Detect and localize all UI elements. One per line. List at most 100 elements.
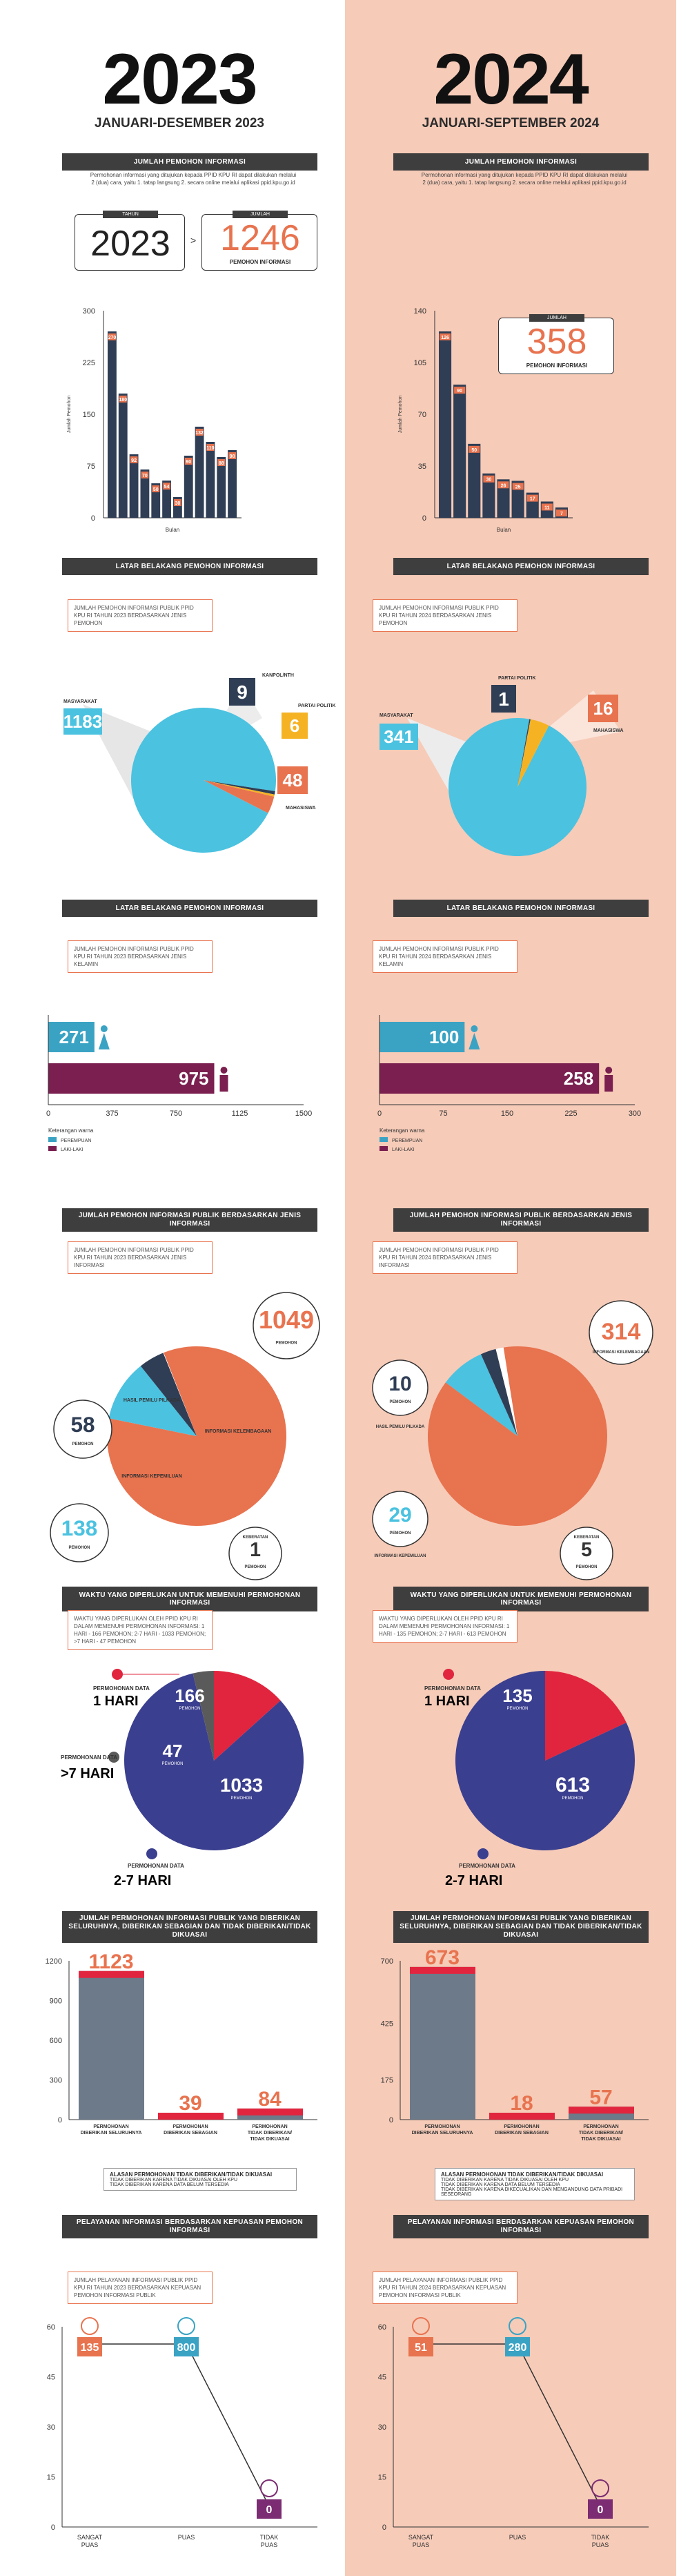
laki-value: 975 — [179, 1068, 208, 1089]
masyarakat-box — [63, 708, 102, 735]
bar-value-tag — [163, 483, 170, 490]
gender-bar-chart: 100 258 0 75 150 225 300 Keterangan warna PEREMP… — [377, 1015, 641, 1152]
callout-jenis-informasi: JUMLAH PEMOHON INFORMASI PUBLIK PPID KPU… — [373, 1241, 518, 1274]
kelembagaan-value: 314 — [602, 1319, 641, 1345]
x-tick-label: 750 — [170, 1110, 182, 1118]
bar-perempuan — [379, 1022, 465, 1052]
callout-kepuasan: JUMLAH PELAYANAN INFORMASI PUBLIK PPID K… — [68, 2272, 213, 2304]
label-keberatan: KEBERATAN — [574, 1536, 600, 1540]
dot-27hari — [477, 1848, 489, 1859]
kepuasan-box-1 — [174, 2337, 199, 2356]
v166-sub: PEMOHON — [179, 1707, 200, 1711]
legend-title: Keterangan warna — [48, 1127, 94, 1134]
y-tick-label: 225 — [83, 359, 95, 367]
status-cat-0: DIBERIKAN SELURUHNYA — [81, 2131, 142, 2136]
jumlah-sub: PEMOHON INFORMASI — [526, 362, 588, 369]
legend-laki: LAKI-LAKI — [392, 1147, 415, 1152]
bar-value-label: 50 — [153, 487, 159, 492]
label-1hari-sub: PERMOHONAN DATA — [93, 1685, 150, 1692]
mahasiswa-box — [588, 695, 618, 722]
bar-value-label: 90 — [186, 460, 191, 465]
mahasiswa-value: 16 — [593, 698, 613, 719]
female-icon-body — [98, 1033, 110, 1049]
y-tick-label: 105 — [414, 359, 426, 367]
bar-value-label: 26 — [501, 483, 506, 488]
status-cat-0: DIBERIKAN SELURUHNYA — [412, 2131, 473, 2136]
reason-note: ALASAN PERMOHONAN TIDAK DIBERIKAN/TIDAK … — [435, 2168, 635, 2200]
bar-value-label: 90 — [457, 389, 462, 394]
y-tick-label: 0 — [382, 2524, 386, 2532]
bar-value-tag — [217, 459, 226, 466]
section-title-latar-belakang: LATAR BELAKANG PEMOHON INFORMASI — [393, 558, 649, 575]
y-tick-label: 1200 — [46, 1957, 62, 1966]
bar-Agu — [184, 456, 193, 518]
bar-value-tag — [512, 483, 524, 490]
mahasiswa-label: MAHASISWA — [593, 728, 624, 733]
legend-perempuan: PEREMPUAN — [392, 1139, 422, 1143]
bar-Mar — [129, 454, 139, 518]
status-bar-chart: 0 175 425 700 673 PERMOHONAN DIBERIKAN SELURUH… — [381, 1946, 649, 2142]
y-tick-label: 0 — [422, 514, 426, 523]
callout-waktu: WAKTU YANG DIPERLUKAN OLEH PPID KPU RI D… — [373, 1610, 518, 1643]
bar-value-tag — [228, 452, 236, 459]
y-tick-label: 300 — [83, 307, 95, 316]
bar-value-label: 50 — [471, 448, 477, 453]
pie-slice-HASIL PEMILU PILKADA — [480, 1348, 518, 1436]
v1033-sub: PEMOHON — [230, 1797, 252, 1801]
bar-Des — [228, 450, 237, 518]
bar-value-label: 11 — [544, 505, 550, 510]
legend-swatch-laki — [48, 1146, 57, 1151]
status-bar-0 — [79, 1970, 144, 2120]
section-title-waktu: WAKTU YANG DIPERLUKAN UNTUK MEMENUHI PER… — [393, 1587, 649, 1611]
status-cat-1: PERMOHONAN — [172, 2124, 208, 2129]
status-bar-cap-2 — [569, 2107, 634, 2114]
smiley-icon-1 — [509, 2317, 526, 2335]
period-subtitle: JANUARI-DESEMBER 2023 — [94, 116, 264, 130]
bar-value-tag — [174, 499, 181, 506]
pie-slice-INFORMASI KEPEMILUAN — [445, 1354, 518, 1436]
section-title-latar-belakang: LATAR BELAKANG PEMOHON INFORMASI — [62, 558, 317, 575]
column-2024: 2024 JANUARI-SEPTEMBER 2024 JUMLAH PEMOH… — [345, 0, 676, 2576]
v135: 135 — [502, 1685, 532, 1706]
bar-value-label: 180 — [119, 398, 127, 403]
x-axis-label: Bulan — [166, 527, 179, 533]
pie-slice-MAHASISWA — [518, 719, 549, 787]
callout-jenis-pemohon: JUMLAH PEMOHON INFORMASI PUBLIK PPID KPU… — [373, 599, 518, 632]
dot-1hari — [443, 1669, 454, 1680]
masyarakat-label: MASYARAKAT — [379, 713, 413, 718]
kepuasan-cat-0: SANGAT — [77, 2534, 103, 2541]
bar-value-label: 25 — [515, 485, 521, 490]
status-value-2: 57 — [589, 2086, 612, 2109]
kepuasan-cat-1: PUAS — [178, 2534, 195, 2541]
y-axis-label: Jumlah Pemohon — [398, 396, 403, 434]
section-title-kepuasan: PELAYANAN INFORMASI BERDASARKAN KEPUASAN… — [393, 2215, 649, 2238]
x-axis-label: Bulan — [497, 527, 511, 533]
y-tick-label: 600 — [50, 2037, 62, 2045]
jenis-informasi-pie: 314 INFORMASI KELEMBAGAAN 10 PEMOHON 29 PEMOH… — [372, 1300, 653, 1580]
bar-value-tag — [555, 510, 567, 516]
x-tick-label: 0 — [46, 1110, 50, 1118]
pie-slice-2-7 HARI — [124, 1673, 304, 1850]
bar-value-label: 110 — [206, 446, 214, 451]
label-pemilu: HASIL PEMILU PILKADA — [376, 1425, 425, 1429]
kelembagaan-sub: PEMOHON — [275, 1341, 297, 1345]
pemilu-sub: PEMOHON — [72, 1442, 93, 1446]
bar-laki-laki — [48, 1063, 215, 1094]
y-tick-label: 425 — [381, 2020, 393, 2028]
x-tick-label: 225 — [564, 1110, 577, 1118]
y-tick-label: 0 — [91, 514, 95, 523]
tahun-value: 2023 — [90, 224, 170, 264]
kepemiluan-value: 138 — [61, 1515, 98, 1540]
reason-3: TIDAK DIBERIKAN KARENA DIKECUALIKAN DAN … — [441, 2187, 623, 2197]
bar-value-tag — [195, 429, 204, 436]
arrow-icon: > — [190, 235, 197, 246]
status-bar-chart: 0 300 600 900 1200 1123 PERMOHONAN DIBERIKAN SE… — [46, 1950, 317, 2142]
bar-Sep — [195, 427, 204, 518]
legend-swatch-perempuan — [379, 1137, 388, 1142]
bar-value-tag — [469, 445, 480, 453]
bar-Feb — [453, 385, 466, 518]
smiley-icon-0 — [81, 2317, 99, 2335]
monthly-bar-chart: 0 75 150 225 300 270 180 92 70 50 54 30 90 132 110 88 98… — [67, 307, 241, 533]
bar-Nov — [217, 457, 226, 518]
bar-value-label: 126 — [441, 336, 449, 340]
